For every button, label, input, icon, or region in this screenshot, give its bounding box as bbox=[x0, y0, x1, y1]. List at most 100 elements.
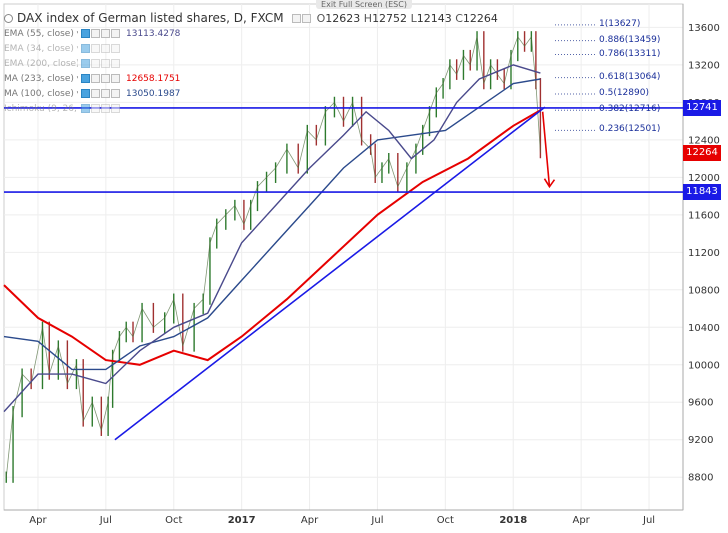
title-row: DAX index of German listed shares, D, FX… bbox=[4, 10, 498, 26]
indicator-row[interactable]: EMA (200, close) ▾ bbox=[4, 56, 498, 71]
x-tick-label: Apr bbox=[301, 515, 319, 526]
ma-series-line[interactable] bbox=[3, 109, 541, 366]
close-icon[interactable] bbox=[101, 74, 110, 83]
indicator-controls bbox=[81, 59, 120, 68]
forecast-arrow[interactable] bbox=[541, 111, 551, 187]
price-tag: 12264 bbox=[683, 144, 721, 161]
y-tick-label: 8800 bbox=[688, 473, 713, 484]
y-tick-label: 11200 bbox=[688, 248, 720, 259]
trendline[interactable] bbox=[114, 106, 546, 441]
price-series-line[interactable] bbox=[5, 35, 541, 478]
indicator-name: EMA (34, close) ▾ bbox=[4, 43, 78, 54]
indicator-row[interactable]: EMA (34, close) ▾ bbox=[4, 41, 498, 56]
eye-icon[interactable] bbox=[81, 89, 90, 98]
y-tick-label: 9600 bbox=[688, 398, 713, 409]
eye-icon[interactable] bbox=[81, 104, 90, 113]
indicator-value: 13050.1987 bbox=[126, 88, 181, 99]
indicator-row[interactable]: Ichimoku (9, 26, 52, 26) ▾ bbox=[4, 101, 498, 116]
x-tick-label: 2018 bbox=[499, 515, 527, 526]
y-tick-label: 9200 bbox=[688, 435, 713, 446]
gear-icon[interactable] bbox=[91, 89, 100, 98]
indicator-row[interactable]: MA (100, close) ▾ 13050.1987 bbox=[4, 86, 498, 101]
fib-level-label: 0.886(13459) bbox=[599, 34, 661, 45]
more-icon[interactable] bbox=[111, 59, 120, 68]
eye-icon[interactable] bbox=[81, 29, 90, 38]
exit-fullscreen-button[interactable]: Exit Full Screen (ESC) bbox=[316, 0, 412, 9]
ma-series-line[interactable] bbox=[3, 78, 541, 371]
eye-icon[interactable] bbox=[81, 74, 90, 83]
eye-icon[interactable] bbox=[81, 44, 90, 53]
high-label: H bbox=[363, 11, 373, 25]
more-icon[interactable] bbox=[111, 104, 120, 113]
indicator-name: Ichimoku (9, 26, 52, 26) ▾ bbox=[4, 103, 78, 114]
gear-icon[interactable] bbox=[91, 44, 100, 53]
y-tick-label: 10400 bbox=[688, 323, 720, 334]
gear-icon[interactable] bbox=[91, 74, 100, 83]
x-tick-label: Apr bbox=[29, 515, 47, 526]
y-tick-label: 10000 bbox=[688, 360, 720, 371]
fib-level-label: 0.618(13064) bbox=[599, 71, 661, 82]
x-tick-label: Jul bbox=[99, 515, 112, 526]
open-value: 12623 bbox=[325, 11, 361, 25]
more-icon[interactable] bbox=[111, 74, 120, 83]
more-icon[interactable] bbox=[111, 29, 120, 38]
y-tick-label: 10800 bbox=[688, 285, 720, 296]
gear-icon[interactable] bbox=[91, 59, 100, 68]
y-tick-label: 12000 bbox=[688, 173, 720, 184]
fib-level-label: 0.236(12501) bbox=[599, 124, 661, 135]
x-tick-label: Oct bbox=[165, 515, 182, 526]
indicator-list: EMA (55, close) ▾ 13113.4278 EMA (34, clos… bbox=[4, 26, 498, 116]
fib-level-label: 0.5(12890) bbox=[599, 87, 649, 98]
high-value: 12752 bbox=[372, 11, 408, 25]
indicator-row[interactable]: MA (233, close) ▾ 12658.1751 bbox=[4, 71, 498, 86]
low-label: L bbox=[410, 11, 417, 25]
arrow-head-icon bbox=[543, 178, 556, 189]
indicator-name: EMA (200, close) ▾ bbox=[4, 58, 78, 69]
chart-settings-icon[interactable] bbox=[291, 13, 301, 23]
close-icon[interactable] bbox=[101, 104, 110, 113]
gear-icon[interactable] bbox=[91, 29, 100, 38]
indicator-name: MA (233, close) ▾ bbox=[4, 73, 78, 84]
close-icon[interactable] bbox=[101, 29, 110, 38]
indicator-row[interactable]: EMA (55, close) ▾ 13113.4278 bbox=[4, 26, 498, 41]
indicator-controls bbox=[81, 89, 120, 98]
indicator-value: 12658.1751 bbox=[126, 73, 181, 84]
price-tag: 11843 bbox=[683, 184, 721, 201]
indicator-controls bbox=[81, 104, 120, 113]
open-label: O bbox=[316, 11, 326, 25]
indicator-value: 13113.4278 bbox=[126, 28, 181, 39]
close-icon[interactable] bbox=[101, 59, 110, 68]
ohlc-readout: O12623 H12752 L12143 C12264 bbox=[317, 12, 498, 25]
indicator-name: EMA (55, close) ▾ bbox=[4, 28, 78, 39]
y-tick-label: 13200 bbox=[688, 60, 720, 71]
close-value: 12264 bbox=[462, 11, 498, 25]
indicator-controls bbox=[81, 44, 120, 53]
y-tick-label: 11600 bbox=[688, 210, 720, 221]
x-tick-label: Jul bbox=[642, 515, 655, 526]
chart-title: DAX index of German listed shares, D, FX… bbox=[17, 11, 284, 25]
x-tick-label: Jul bbox=[370, 515, 383, 526]
ma-series-line[interactable] bbox=[3, 64, 541, 413]
close-icon[interactable] bbox=[101, 89, 110, 98]
fib-level-label: 1(13627) bbox=[599, 18, 641, 29]
y-tick-label: 13600 bbox=[688, 23, 720, 34]
close-label: C bbox=[455, 11, 463, 25]
indicator-controls bbox=[81, 29, 120, 38]
chart-visibility-icon[interactable] bbox=[301, 13, 311, 23]
more-icon[interactable] bbox=[111, 44, 120, 53]
fib-level-label: 0.786(13311) bbox=[599, 48, 661, 59]
fib-level-label: 0.382(12716) bbox=[599, 104, 661, 115]
plot-area bbox=[3, 3, 684, 511]
x-tick-label: 2017 bbox=[228, 515, 256, 526]
more-icon[interactable] bbox=[111, 89, 120, 98]
symbol-status-icon bbox=[4, 13, 13, 23]
eye-icon[interactable] bbox=[81, 59, 90, 68]
indicator-name: MA (100, close) ▾ bbox=[4, 88, 78, 99]
price-tag: 12741 bbox=[683, 99, 721, 116]
gear-icon[interactable] bbox=[91, 104, 100, 113]
chart-legend: DAX index of German listed shares, D, FX… bbox=[4, 10, 498, 116]
x-tick-label: Oct bbox=[437, 515, 454, 526]
close-icon[interactable] bbox=[101, 44, 110, 53]
